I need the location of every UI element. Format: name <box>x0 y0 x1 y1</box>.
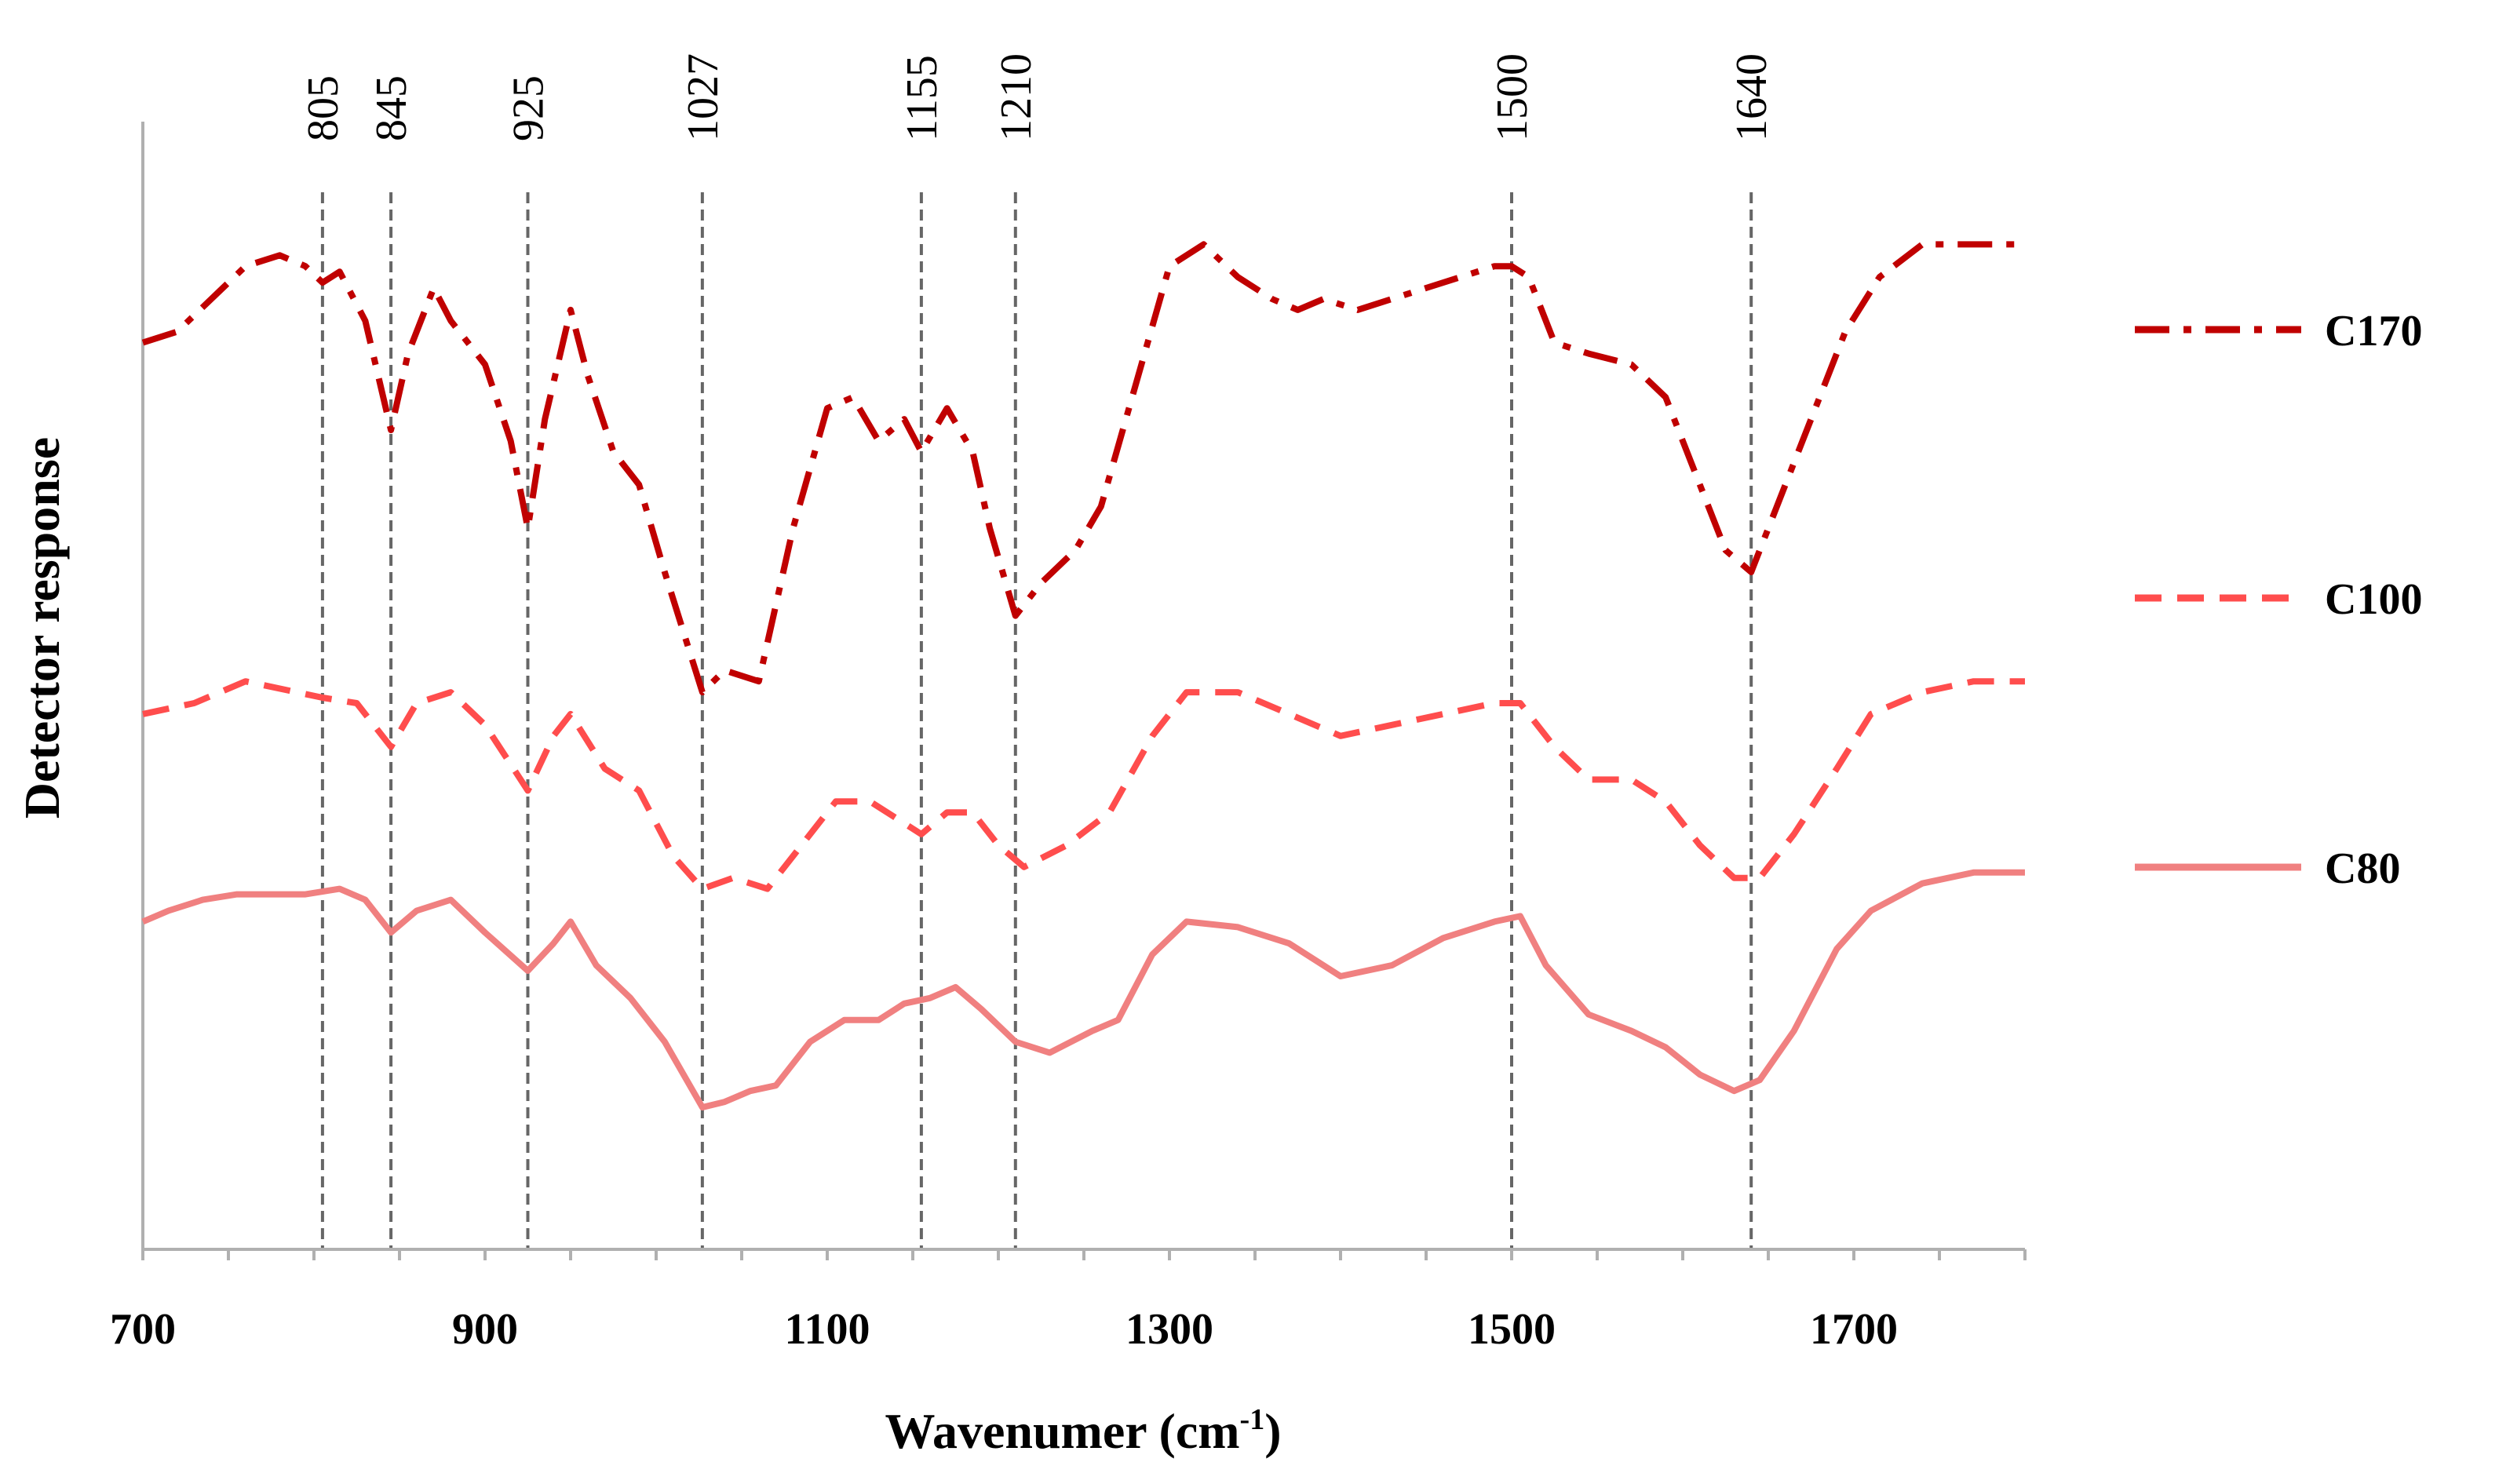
series-layer <box>141 241 2025 1110</box>
peak-label-805: 805 <box>299 75 348 141</box>
peak-label-1155: 1155 <box>898 55 947 141</box>
series-line-c100 <box>142 678 2025 892</box>
x-tick-label-700: 700 <box>110 1305 176 1354</box>
peak-label-1500: 1500 <box>1488 53 1537 141</box>
legend-label-c100: C100 <box>2325 575 2422 624</box>
peak-label-1640: 1640 <box>1727 53 1776 141</box>
legend-label-c80: C80 <box>2325 844 2400 893</box>
x-tick-label-900: 900 <box>452 1305 518 1354</box>
peak-label-1210: 1210 <box>992 53 1041 141</box>
x-axis-title-superscript: -1 <box>1240 1403 1265 1436</box>
x-tick-label-1500: 1500 <box>1468 1305 1556 1354</box>
series-line-c80 <box>141 869 2025 1110</box>
x-tick-label-1700: 1700 <box>1810 1305 1898 1354</box>
peak-label-925: 925 <box>505 75 553 141</box>
axis-layer <box>141 122 2027 1260</box>
x-axis-title: Wavenumer (cm-1) <box>885 1403 1281 1459</box>
legend: C170 C100 C80 <box>2135 307 2422 893</box>
y-axis-title: Detector response <box>14 437 70 819</box>
x-axis-title-main: Wavenumer (cm <box>885 1403 1239 1459</box>
x-axis-title-close: ) <box>1264 1403 1281 1459</box>
peak-label-1027: 1027 <box>679 53 728 141</box>
x-tick-label-1100: 1100 <box>785 1305 870 1354</box>
peak-label-845: 845 <box>367 75 416 141</box>
legend-label-c170: C170 <box>2325 307 2422 356</box>
label-layer: 805 845 925 1027 1155 1210 1500 1640 700 900 1100 1… <box>110 53 1898 1354</box>
x-tick-label-1300: 1300 <box>1125 1305 1213 1354</box>
series-line-c170 <box>141 241 2025 696</box>
peak-line-layer <box>320 192 1753 1249</box>
